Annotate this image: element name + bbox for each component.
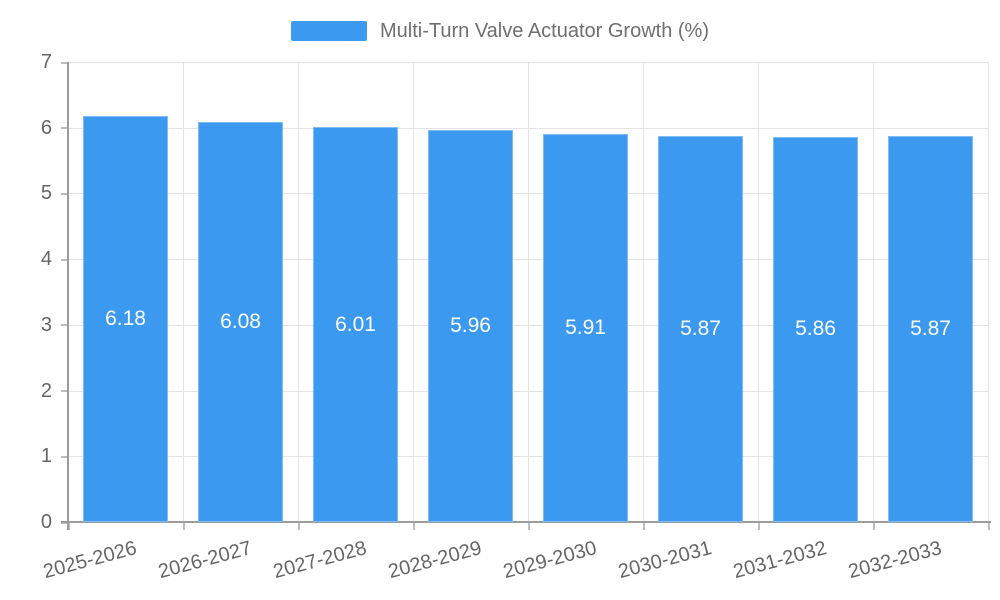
y-tick-label: 4: [40, 248, 52, 271]
x-tick: [412, 522, 415, 530]
x-tick: [757, 522, 760, 530]
y-tick: [61, 455, 68, 458]
bar[interactable]: [773, 136, 858, 522]
bar[interactable]: [83, 115, 168, 522]
bar-value-label: 5.86: [795, 317, 836, 341]
x-gridline: [183, 62, 184, 522]
legend-swatch: [291, 21, 367, 41]
y-tick: [61, 61, 68, 64]
x-gridline: [988, 62, 989, 522]
x-tick-label: 2025-2026: [40, 537, 139, 584]
y-tick-label: 3: [40, 313, 52, 336]
bar-value-label: 6.18: [105, 306, 146, 330]
x-tick: [987, 522, 990, 530]
x-tick-label: 2032-2033: [845, 537, 944, 584]
bar[interactable]: [198, 122, 283, 522]
chart-legend[interactable]: Multi-Turn Valve Actuator Growth (%): [0, 14, 1000, 48]
bar-value-label: 6.08: [220, 310, 261, 334]
x-gridline: [758, 62, 759, 522]
x-tick-label: 2026-2027: [155, 537, 254, 584]
x-gridline: [413, 62, 414, 522]
y-tick: [61, 390, 68, 393]
y-tick-label: 1: [40, 445, 52, 468]
bar[interactable]: [313, 127, 398, 522]
bar-value-label: 5.96: [450, 314, 491, 338]
x-tick-label: 2031-2032: [730, 537, 829, 584]
legend-label: Multi-Turn Valve Actuator Growth (%): [380, 20, 709, 42]
x-gridline: [643, 62, 644, 522]
y-tick-label: 7: [40, 51, 52, 73]
x-gridline: [298, 62, 299, 522]
y-axis-line: [67, 62, 69, 530]
bar[interactable]: [543, 133, 628, 522]
bar[interactable]: [658, 136, 743, 522]
y-tick: [61, 258, 68, 261]
bar-value-label: 6.01: [335, 312, 376, 336]
x-tick: [872, 522, 875, 530]
x-tick-label: 2029-2030: [500, 537, 599, 584]
x-tick: [182, 522, 185, 530]
y-tick: [61, 192, 68, 195]
x-axis-line: [61, 521, 991, 523]
bar[interactable]: [428, 130, 513, 522]
y-tick-label: 6: [40, 116, 52, 139]
x-tick-label: 2027-2028: [270, 537, 369, 584]
x-tick: [297, 522, 300, 530]
x-tick: [527, 522, 530, 530]
y-tick-label: 2: [40, 379, 52, 402]
bar[interactable]: [888, 136, 973, 522]
y-tick: [61, 324, 68, 327]
x-tick-label: 2028-2029: [385, 537, 484, 584]
x-gridline: [528, 62, 529, 522]
bar-value-label: 5.91: [565, 315, 606, 339]
bar-value-label: 5.87: [910, 317, 951, 341]
y-tick-label: 0: [40, 511, 52, 533]
x-tick-label: 2030-2031: [615, 537, 714, 584]
x-tick: [642, 522, 645, 530]
y-tick: [61, 127, 68, 130]
x-gridline: [873, 62, 874, 522]
bar-value-label: 5.87: [680, 317, 721, 341]
y-tick-label: 5: [40, 182, 52, 205]
